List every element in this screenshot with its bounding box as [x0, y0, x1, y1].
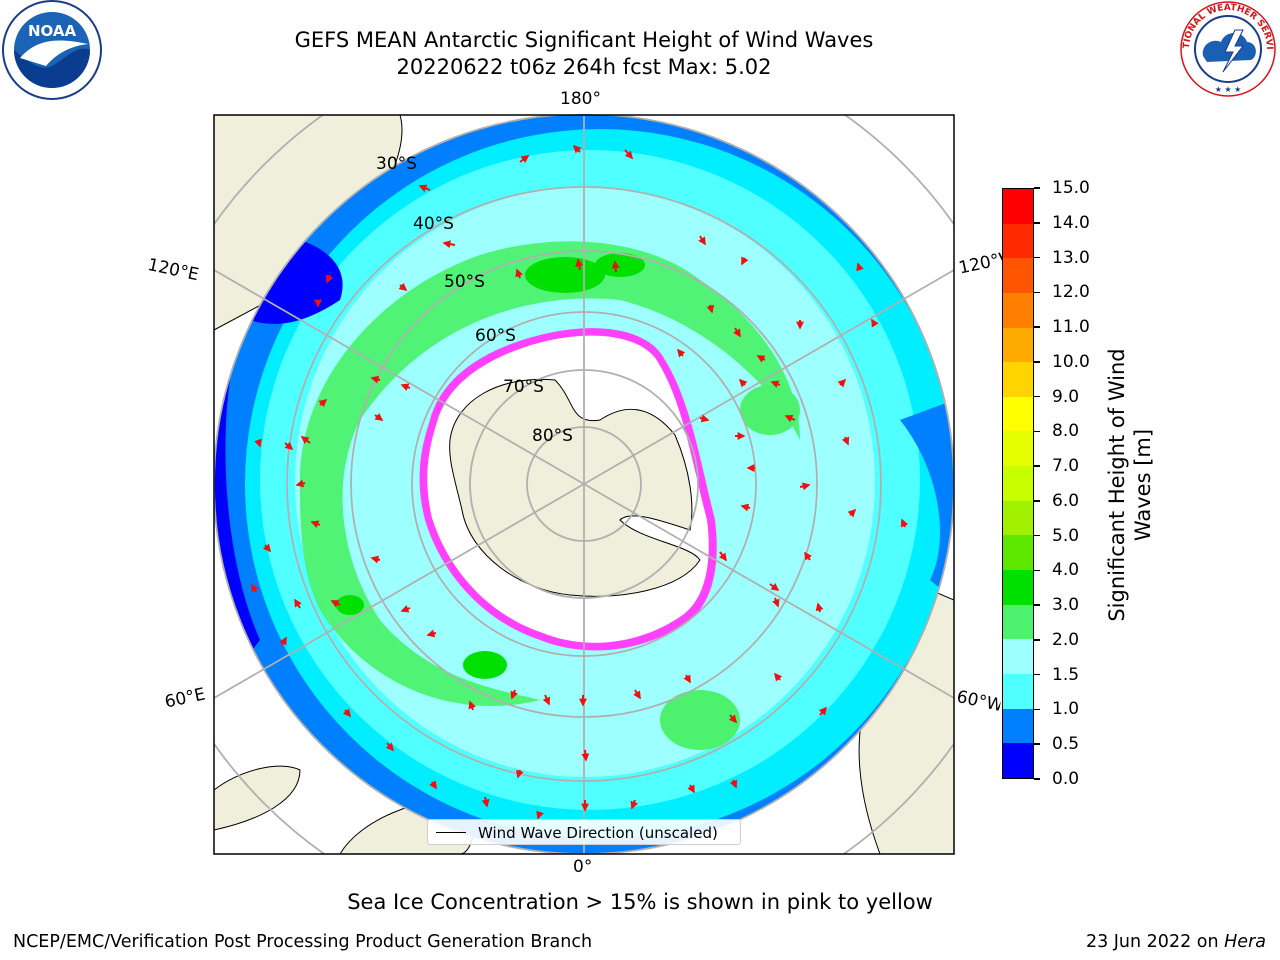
legend-label: Wind Wave Direction (unscaled) — [478, 824, 718, 842]
map-frame — [213, 114, 955, 855]
colorbar-tick-label: 8.0 — [1052, 421, 1080, 442]
lat-label-70s: 70°S — [503, 377, 544, 397]
colorbar-tick-mark — [1034, 465, 1040, 467]
colorbar-segment — [1003, 673, 1033, 709]
wind-wave-direction-arrows — [251, 144, 909, 820]
colorbar-tick-mark — [1034, 569, 1040, 572]
colorbar-tick-mark — [1034, 291, 1040, 294]
colorbar-segment — [1003, 604, 1033, 640]
colorbar-segment — [1003, 327, 1033, 363]
colorbar-tick-label: 7.0 — [1052, 456, 1080, 477]
lat-label-40s: 40°S — [413, 214, 454, 234]
latitude-labels: 30°S 40°S 50°S 60°S 70°S 80°S — [376, 154, 573, 446]
colorbar-tick-label: 1.5 — [1052, 664, 1080, 685]
footer-date: 23 Jun 2022 on Hera — [1086, 932, 1266, 952]
colorbar-tick-label: 10.0 — [1052, 351, 1090, 372]
colorbar-segment — [1003, 708, 1033, 744]
lat-label-30s: 30°S — [376, 154, 417, 174]
colorbar-segment — [1003, 466, 1033, 501]
colorbar-segment — [1003, 223, 1033, 259]
colorbar-tick-mark — [1034, 743, 1040, 745]
colorbar-tick-mark — [1034, 430, 1040, 433]
colorbar-title: Significant Height of Wind Waves [m] — [1105, 348, 1155, 622]
colorbar-segment — [1003, 189, 1033, 224]
colorbar-tick-label: 13.0 — [1052, 247, 1090, 268]
svg-text:★ ★ ★: ★ ★ ★ — [1215, 85, 1242, 94]
colorbar-segment — [1003, 639, 1033, 674]
colorbar-tick-label: 9.0 — [1052, 386, 1080, 407]
lon-label-180: 180° — [560, 89, 601, 109]
svg-text:NOAA: NOAA — [28, 22, 77, 40]
colorbar-segment — [1003, 362, 1033, 397]
colorbar-segment — [1003, 743, 1033, 778]
sea-ice-note: Sea Ice Concentration > 15% is shown in … — [347, 890, 933, 914]
colorbar-tick-mark — [1034, 326, 1040, 328]
colorbar-tick-mark — [1034, 708, 1040, 711]
colorbar-tick-mark — [1034, 222, 1040, 224]
graticule — [214, 115, 954, 854]
colorbar-tick-label: 0.5 — [1052, 734, 1080, 755]
colorbar-tick-label: 14.0 — [1052, 212, 1090, 233]
chart-subtitle: 20220622 t06z 264h fcst Max: 5.02 — [396, 55, 772, 79]
lat-label-50s: 50°S — [444, 272, 485, 292]
colorbar-tick-label: 5.0 — [1052, 525, 1080, 546]
colorbar-tick-mark — [1034, 673, 1040, 676]
colorbar-tick-label: 6.0 — [1052, 490, 1080, 511]
wave-height-field — [214, 114, 954, 854]
colorbar-tick-mark — [1034, 778, 1040, 780]
colorbar-segment — [1003, 431, 1033, 467]
colorbar-tick-label: 12.0 — [1052, 282, 1090, 303]
colorbar-tick-label: 3.0 — [1052, 595, 1080, 616]
colorbar — [1002, 188, 1034, 779]
colorbar-segment — [1003, 292, 1033, 328]
colorbar-tick-mark — [1034, 604, 1040, 606]
colorbar-tick-mark — [1034, 256, 1040, 259]
colorbar-tick-mark — [1034, 534, 1040, 537]
colorbar-segment — [1003, 500, 1033, 536]
colorbar-tick-label: 2.0 — [1052, 629, 1080, 650]
colorbar-tick-mark — [1034, 361, 1040, 363]
footer-credit: NCEP/EMC/Verification Post Processing Pr… — [13, 932, 593, 952]
lat-label-80s: 80°S — [532, 426, 573, 446]
chart-title: GEFS MEAN Antarctic Significant Height o… — [294, 28, 874, 52]
lon-label-0: 0° — [573, 857, 593, 877]
noaa-logo: NOAA — [2, 0, 102, 100]
colorbar-segment — [1003, 258, 1033, 293]
colorbar-tick-mark — [1034, 500, 1040, 502]
colorbar-tick-label: 1.0 — [1052, 699, 1080, 720]
colorbar-tick-mark — [1034, 639, 1040, 641]
footer-host: Hera — [1224, 932, 1266, 952]
colorbar-segment — [1003, 570, 1033, 605]
footer-date-text: 23 Jun 2022 on — [1085, 932, 1225, 952]
nws-logo: NATIONAL WEATHER SERVICE ★ ★ ★ — [1177, 0, 1276, 97]
colorbar-tick-label: 0.0 — [1052, 769, 1080, 789]
legend-line-sample — [436, 832, 466, 833]
lat-label-60s: 60°S — [475, 326, 516, 346]
colorbar-tick-label: 15.0 — [1052, 178, 1090, 198]
colorbar-segment — [1003, 535, 1033, 571]
legend: Wind Wave Direction (unscaled) — [427, 819, 741, 845]
colorbar-tick-mark — [1034, 187, 1040, 189]
colorbar-segment — [1003, 396, 1033, 432]
colorbar-tick-label: 4.0 — [1052, 560, 1080, 581]
colorbar-tick-label: 11.0 — [1052, 317, 1090, 338]
colorbar-tick-mark — [1034, 395, 1040, 398]
